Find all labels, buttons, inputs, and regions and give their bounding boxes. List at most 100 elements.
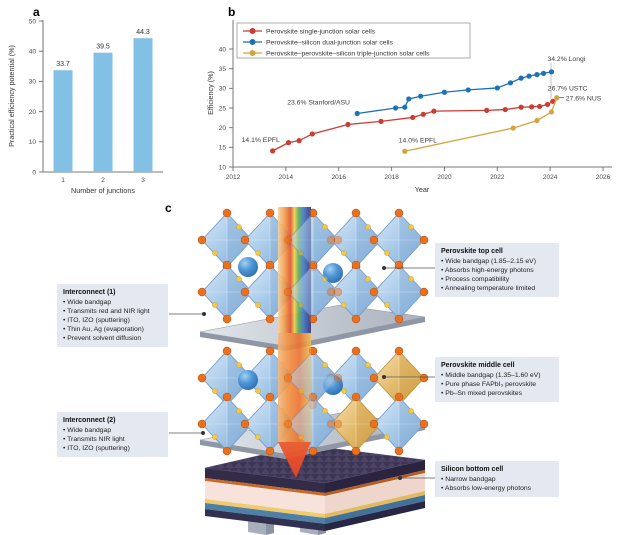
- b-xtick: 2012: [226, 174, 241, 181]
- bullet-item: Process compatibility: [441, 275, 553, 284]
- b-ytick: 25: [219, 105, 227, 112]
- legend: Perovskite single-junction solar cells Pe…: [236, 22, 471, 59]
- a-xtick: 2: [101, 177, 105, 184]
- data-point: [502, 106, 508, 113]
- data-point: [550, 98, 556, 104]
- data-point: [494, 85, 500, 91]
- data-point: [402, 148, 408, 154]
- b-xtick: 2026: [596, 174, 611, 181]
- series: [354, 69, 555, 117]
- interconnect-1-box: Interconnect (1) Wide bandgapTransmits r…: [57, 284, 168, 348]
- a-ytick: 20: [29, 109, 37, 116]
- series: [402, 95, 560, 154]
- data-point: [420, 111, 426, 117]
- b-ylabel: Efficiency (%): [206, 71, 215, 115]
- b-ytick: 15: [219, 145, 227, 152]
- legend-marker: [249, 50, 256, 56]
- data-point: [296, 138, 302, 144]
- b-ytick: 35: [219, 66, 227, 73]
- bar-value-label: 44.3: [136, 29, 150, 36]
- a-ytick: 0: [32, 169, 36, 176]
- a-ytick: 30: [29, 79, 37, 86]
- data-point: [270, 148, 276, 154]
- bottom-cell-title: Silicon bottom cell: [441, 466, 504, 473]
- a-ytick: 50: [29, 18, 37, 25]
- panel-c-label: c: [165, 201, 172, 215]
- bullet-item: Transmits NIR light: [63, 435, 162, 444]
- series: [270, 98, 556, 154]
- data-point: [507, 80, 514, 86]
- bar-value-label: 39.5: [96, 44, 110, 51]
- a-ytick: 10: [29, 139, 37, 146]
- interconnect-1-bullets: Wide bandgapTransmits red and NIR lightI…: [63, 298, 162, 343]
- b-ytick: 30: [219, 86, 227, 93]
- data-point: [536, 103, 543, 110]
- bullet-item: Transmits red and NIR light: [63, 307, 162, 316]
- legend-label: Perovskite–silicon dual-junction solar c…: [266, 39, 394, 46]
- data-point: [392, 105, 399, 111]
- interconnect-1-title: Interconnect (1): [63, 289, 116, 296]
- bar-chart: 0 10 20 30 40 50 33.7 1 39.5 2 44.3 3 Number of junc…: [7, 18, 163, 195]
- data-point: [526, 73, 532, 79]
- perovskite-top-cell-crystals: [197, 208, 429, 324]
- annotation: 34.2% Longi: [547, 56, 585, 63]
- legend-label: Perovskite single-junction solar cells: [266, 28, 376, 35]
- bottom-cell-bullets: Narrow bandgapAbsorbs low-energy photons: [441, 475, 553, 493]
- data-point: [410, 114, 416, 121]
- annotation: 26.7% USTC: [548, 85, 588, 92]
- b-xtick: 2024: [543, 174, 558, 181]
- data-point: [418, 93, 424, 99]
- middle-cell-title: Perovskite middle cell: [441, 362, 515, 369]
- data-point: [484, 107, 490, 113]
- b-ytick: 10: [219, 164, 227, 171]
- panel-a-label: a: [33, 5, 40, 19]
- b-xlabel: Year: [415, 185, 430, 194]
- interconnect-2-box: Interconnect (2) Wide bandgapTransmits N…: [57, 412, 168, 458]
- bullet-item: Wide bandgap (1.85–2.15 eV): [441, 257, 553, 266]
- b-xtick: 2022: [490, 174, 505, 181]
- bullet-item: Pb–Sn mixed perovskites: [441, 389, 553, 398]
- cation-sphere: [323, 263, 343, 283]
- bottom-cell-box: Silicon bottom cell Narrow bandgapAbsorb…: [435, 461, 559, 498]
- a-ylabel: Practical efficiency potential (%): [7, 45, 16, 147]
- a-xtick: 1: [61, 177, 65, 184]
- legend-marker: [249, 39, 256, 45]
- b-xtick: 2016: [331, 174, 346, 181]
- data-point: [518, 104, 524, 110]
- bullet-item: Middle bandgap (1.35–1.60 eV): [441, 371, 553, 380]
- bullet-item: Annealing temperature limited: [441, 284, 553, 293]
- data-point: [529, 104, 535, 110]
- a-ytick: 40: [29, 49, 37, 56]
- bullet-item: Pure phase FAPbI₃ perovskite: [441, 380, 553, 389]
- middle-cell-box: Perovskite middle cell Middle bandgap (1…: [435, 357, 559, 403]
- data-point: [406, 96, 412, 102]
- top-cell-bullets: Wide bandgap (1.85–2.15 eV)Absorbs high-…: [441, 257, 553, 293]
- data-point: [534, 71, 540, 78]
- nir-light-cone: [278, 442, 311, 478]
- a-xtick: 3: [141, 177, 145, 184]
- data-point: [345, 121, 351, 128]
- data-point: [548, 69, 555, 75]
- data-point: [554, 95, 560, 101]
- bullet-item: ITO, IZO (sputtering): [63, 444, 162, 453]
- data-point: [285, 140, 292, 146]
- line-chart: 10 15 20 25 30 35 40 2012 2014 2016 2018 2020 2022 20…: [206, 20, 612, 194]
- callout-lines: [169, 267, 435, 479]
- bar: [133, 38, 153, 172]
- data-point: [540, 70, 547, 76]
- bullet-item: Wide bandgap: [63, 426, 162, 435]
- annotation: 14.0% EPFL: [399, 137, 437, 144]
- b-xtick: 2014: [279, 174, 294, 181]
- data-point: [354, 110, 360, 117]
- bullet-item: Thin Au, Ag (evaporation): [63, 325, 162, 334]
- silicon-bottom-cell-stack: [204, 444, 426, 531]
- bullet-item: ITO, IZO (sputtering): [63, 316, 162, 325]
- data-point: [378, 118, 384, 124]
- data-point: [431, 108, 437, 114]
- a-xlabel: Number of junctions: [71, 186, 135, 195]
- data-point: [544, 101, 551, 108]
- b-xtick: 2018: [384, 174, 399, 181]
- annotation: 23.6% Stanford/ASU: [287, 100, 350, 107]
